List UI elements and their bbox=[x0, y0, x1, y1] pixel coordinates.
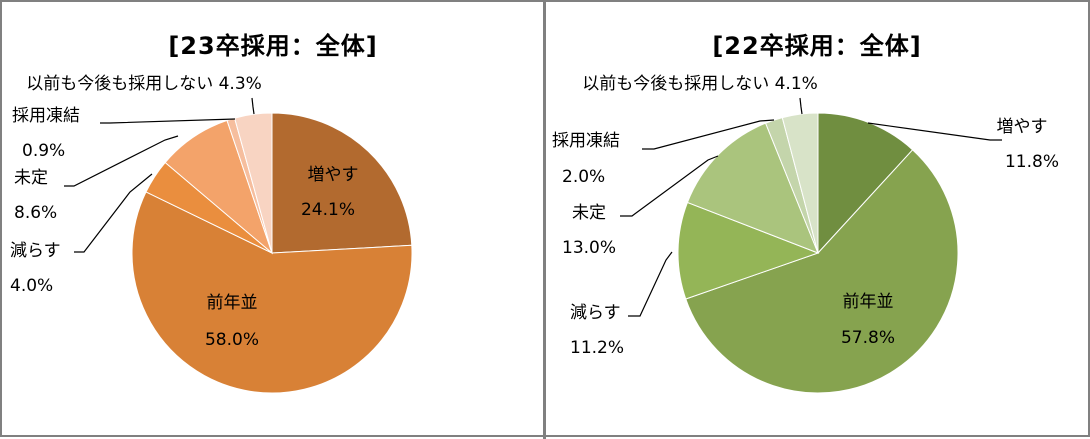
value-label-1-3: 13.0% bbox=[562, 238, 616, 258]
value-label-1-0: 11.8% bbox=[1005, 152, 1059, 172]
value-label-0-0: 24.1% bbox=[301, 200, 355, 220]
value-label-0-3: 8.6% bbox=[14, 203, 57, 223]
category-label-0-4: 採用凍結 bbox=[12, 106, 80, 126]
value-label-0-4: 0.9% bbox=[22, 141, 65, 161]
value-label-1-1: 57.8% bbox=[841, 328, 895, 348]
leader-line-1-5 bbox=[799, 97, 803, 115]
category-label-0-2: 減らす bbox=[10, 241, 61, 261]
pie-slice-1-3 bbox=[686, 122, 819, 254]
leader-line-0-3 bbox=[64, 135, 179, 187]
category-label-0-5: 以前も今後も採用しない 4.3% bbox=[26, 74, 262, 94]
category-label-0-3: 未定 bbox=[14, 168, 48, 188]
leader-line-1-2 bbox=[628, 251, 673, 317]
pie-slice-1-1 bbox=[685, 149, 959, 394]
leader-line-1-3 bbox=[620, 155, 719, 217]
category-label-1-0: 増やす bbox=[997, 117, 1048, 137]
category-label-1-5: 以前も今後も採用しない 4.1% bbox=[582, 74, 818, 94]
leader-line-1-0 bbox=[867, 122, 1002, 141]
value-label-1-4: 2.0% bbox=[562, 167, 605, 187]
pie-slice-1-2 bbox=[677, 201, 820, 300]
pie-slice-0-5 bbox=[233, 112, 273, 254]
leader-line-0-4 bbox=[100, 118, 236, 124]
leader-line-0-2 bbox=[74, 173, 153, 253]
category-label-0-0: 増やす bbox=[308, 165, 359, 185]
pie-slice-0-0 bbox=[271, 112, 413, 254]
leader-line-0-5 bbox=[251, 97, 255, 115]
category-label-0-1: 前年並 bbox=[207, 293, 258, 313]
value-label-1-2: 11.2% bbox=[570, 338, 624, 358]
pie-slice-0-1 bbox=[131, 191, 413, 394]
category-label-1-4: 採用凍結 bbox=[552, 131, 620, 151]
panel-divider bbox=[543, 0, 546, 439]
leader-line-1-4 bbox=[642, 119, 775, 150]
category-label-1-2: 減らす bbox=[570, 303, 621, 323]
chart-title-23: [23卒採用：全体] bbox=[168, 32, 378, 60]
chart-title-22: [22卒採用：全体] bbox=[712, 32, 922, 60]
value-label-0-1: 58.0% bbox=[205, 330, 259, 350]
category-label-1-3: 未定 bbox=[572, 203, 606, 223]
value-label-0-2: 4.0% bbox=[10, 276, 53, 296]
pie-slice-1-5 bbox=[781, 112, 819, 254]
category-label-1-1: 前年並 bbox=[843, 292, 894, 312]
